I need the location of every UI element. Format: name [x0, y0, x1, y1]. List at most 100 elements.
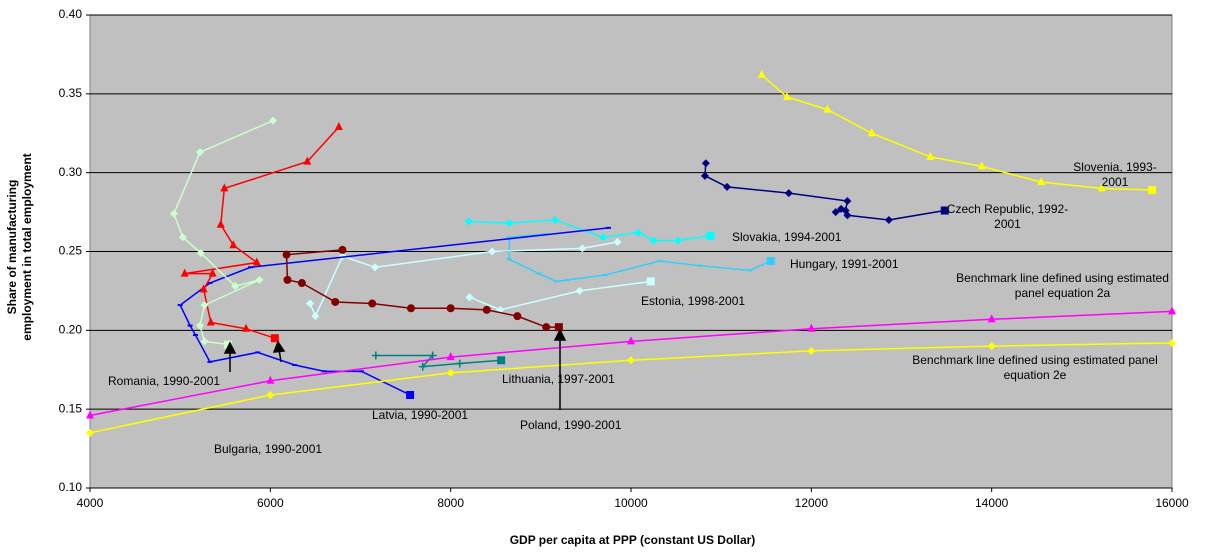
marker	[231, 282, 240, 291]
marker	[338, 245, 347, 254]
marker	[706, 231, 715, 240]
marker	[270, 334, 279, 343]
marker	[542, 323, 551, 332]
marker	[229, 240, 238, 249]
series-label: Hungary, 1991-2001	[790, 257, 899, 271]
y-axis-title-line: employment in total employment	[20, 153, 34, 341]
marker	[497, 356, 506, 365]
series-line	[468, 219, 711, 242]
marker	[446, 368, 455, 377]
marker	[465, 293, 474, 302]
marker	[406, 304, 415, 313]
marker	[241, 323, 250, 332]
marker	[252, 257, 261, 266]
marker	[1037, 177, 1046, 186]
y-tick-label: 0.15	[59, 401, 83, 415]
marker	[208, 268, 217, 277]
marker	[987, 342, 996, 351]
x-tick-label: 10000	[614, 496, 648, 510]
marker	[207, 360, 213, 363]
y-axis-title-line: Share of manufacturing	[5, 179, 19, 315]
marker	[1168, 306, 1176, 315]
marker	[646, 277, 655, 286]
marker	[216, 219, 225, 228]
marker	[187, 324, 193, 327]
marker	[200, 301, 209, 310]
marker	[306, 299, 315, 308]
marker	[455, 359, 464, 368]
marker	[370, 263, 379, 272]
marker	[1168, 338, 1176, 347]
marker	[247, 266, 253, 269]
series-line	[285, 249, 559, 328]
marker	[697, 264, 703, 267]
arrow-head	[272, 340, 286, 353]
marker	[196, 321, 205, 330]
marker	[843, 197, 852, 206]
marker	[331, 297, 340, 306]
marker	[206, 317, 215, 326]
arrows	[223, 328, 567, 410]
series-label: Czech Republic, 1992-2001	[946, 202, 1069, 231]
marker	[321, 370, 327, 373]
marker	[1148, 186, 1157, 195]
marker	[926, 151, 935, 160]
series-label: Benchmark line defined using estimated p…	[956, 271, 1169, 300]
marker	[700, 171, 709, 180]
marker	[446, 304, 455, 313]
marker	[784, 189, 793, 198]
marker	[634, 228, 643, 237]
marker	[657, 259, 663, 262]
marker	[613, 238, 622, 247]
marker	[673, 236, 682, 245]
marker	[782, 91, 791, 100]
marker	[554, 323, 563, 332]
series-label: Slovenia, 1993-2001	[1073, 160, 1157, 189]
y-tick-label: 0.10	[59, 480, 83, 494]
marker	[169, 209, 178, 218]
series-line	[469, 280, 651, 311]
marker	[207, 282, 213, 285]
marker	[602, 274, 608, 277]
series-label: Estonia, 1998-2001	[641, 294, 746, 308]
marker	[977, 161, 986, 170]
marker	[506, 236, 512, 239]
marker	[86, 428, 94, 437]
marker	[867, 128, 876, 137]
marker	[649, 236, 658, 245]
marker	[987, 314, 996, 323]
marker	[269, 116, 278, 125]
marker	[368, 299, 377, 308]
marker	[338, 252, 347, 261]
marker	[180, 268, 189, 277]
marker	[599, 233, 608, 242]
marker	[488, 247, 497, 256]
y-axis-title: Share of manufacturing employment in tot…	[5, 97, 35, 397]
marker	[627, 336, 635, 345]
marker	[551, 215, 560, 224]
marker	[86, 410, 94, 419]
marker	[297, 279, 306, 288]
series-label: Slovakia, 1994-2001	[732, 230, 842, 244]
marker	[701, 159, 710, 168]
marker	[223, 340, 232, 349]
marker	[823, 104, 832, 113]
marker	[283, 275, 292, 284]
marker	[406, 390, 415, 399]
marker	[757, 69, 766, 78]
marker	[446, 352, 455, 361]
marker	[255, 351, 261, 354]
marker	[192, 334, 198, 337]
marker	[200, 337, 209, 346]
marker	[255, 275, 264, 284]
y-tick-label: 0.35	[59, 86, 83, 100]
marker	[199, 284, 208, 293]
series-label: Bulgaria, 1990-2001	[214, 442, 323, 456]
marker	[843, 211, 852, 220]
marker	[884, 215, 893, 224]
marker	[807, 346, 816, 355]
marker	[831, 208, 840, 217]
marker	[371, 351, 380, 360]
